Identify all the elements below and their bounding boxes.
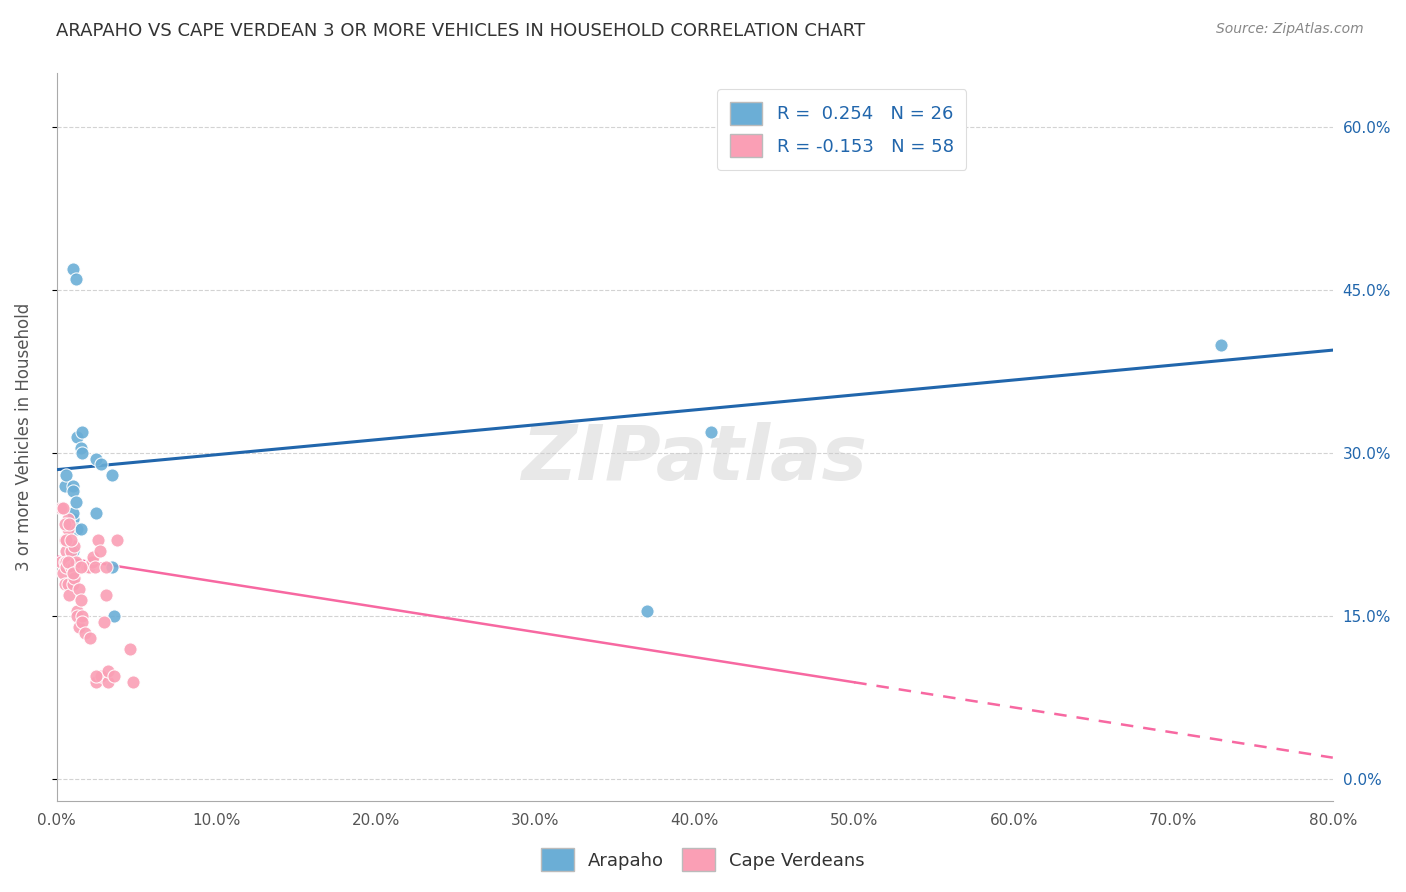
Text: ARAPAHO VS CAPE VERDEAN 3 OR MORE VEHICLES IN HOUSEHOLD CORRELATION CHART: ARAPAHO VS CAPE VERDEAN 3 OR MORE VEHICL… [56, 22, 865, 40]
Point [101, 468, 124, 483]
Point [62, 506, 84, 520]
Point [103, 669, 125, 683]
Point [118, 642, 141, 657]
Legend: R =  0.254   N = 26, R = -0.153   N = 58: R = 0.254 N = 26, R = -0.153 N = 58 [717, 89, 966, 170]
Point [63, 539, 86, 553]
Point [105, 533, 128, 548]
Point [86, 674, 108, 689]
Point [62, 576, 84, 591]
Point [90, 457, 112, 471]
Point [52, 500, 75, 515]
Point [69, 441, 91, 455]
Point [70, 615, 93, 629]
Point [67, 582, 90, 597]
Point [67, 620, 90, 634]
Point [86, 451, 108, 466]
Point [58, 555, 80, 569]
Point [53, 479, 76, 493]
Point [94, 588, 117, 602]
Point [59, 560, 82, 574]
Point [62, 484, 84, 499]
Point [80, 555, 103, 569]
Point [90, 669, 112, 683]
Point [86, 506, 108, 520]
Point [69, 523, 91, 537]
Point [86, 669, 108, 683]
Point [94, 560, 117, 574]
Point [66, 430, 89, 444]
Point [56, 576, 79, 591]
Point [55, 533, 77, 548]
Point [58, 588, 80, 602]
Point [66, 604, 89, 618]
Point [87, 533, 110, 548]
Point [53, 533, 76, 548]
Point [65, 495, 87, 509]
Point [122, 674, 145, 689]
Point [53, 576, 76, 591]
Point [79, 631, 101, 645]
Point [56, 555, 79, 569]
Point [53, 555, 76, 569]
Point [89, 544, 111, 558]
Point [66, 609, 89, 624]
Point [56, 523, 79, 537]
Point [69, 560, 91, 574]
Point [83, 560, 105, 574]
Point [70, 609, 93, 624]
Point [93, 615, 115, 629]
Point [66, 523, 89, 537]
Point [699, 425, 721, 439]
Point [75, 625, 97, 640]
Point [65, 272, 87, 286]
Point [55, 468, 77, 483]
Point [62, 566, 84, 580]
Point [51, 500, 73, 515]
Point [62, 479, 84, 493]
Point [55, 560, 77, 574]
Point [62, 511, 84, 525]
Point [1211, 337, 1233, 351]
Point [55, 555, 77, 569]
Point [58, 516, 80, 531]
Point [59, 533, 82, 548]
Point [55, 544, 77, 558]
Point [52, 566, 75, 580]
Point [59, 544, 82, 558]
Point [636, 604, 658, 618]
Point [51, 555, 73, 569]
Text: ZIPatlas: ZIPatlas [522, 422, 868, 496]
Y-axis label: 3 or more Vehicles in Household: 3 or more Vehicles in Household [15, 303, 32, 571]
Point [62, 544, 84, 558]
Point [62, 261, 84, 276]
Point [69, 593, 91, 607]
Point [65, 555, 87, 569]
Point [103, 609, 125, 624]
Text: Source: ZipAtlas.com: Source: ZipAtlas.com [1216, 22, 1364, 37]
Point [77, 560, 100, 574]
Point [63, 571, 86, 585]
Point [62, 560, 84, 574]
Point [76, 560, 98, 574]
Point [70, 446, 93, 460]
Point [82, 549, 104, 564]
Point [80, 555, 103, 569]
Point [97, 664, 120, 678]
Point [97, 674, 120, 689]
Point [70, 425, 93, 439]
Point [101, 560, 124, 574]
Point [56, 511, 79, 525]
Point [62, 566, 84, 580]
Point [53, 516, 76, 531]
Legend: Arapaho, Cape Verdeans: Arapaho, Cape Verdeans [534, 841, 872, 879]
